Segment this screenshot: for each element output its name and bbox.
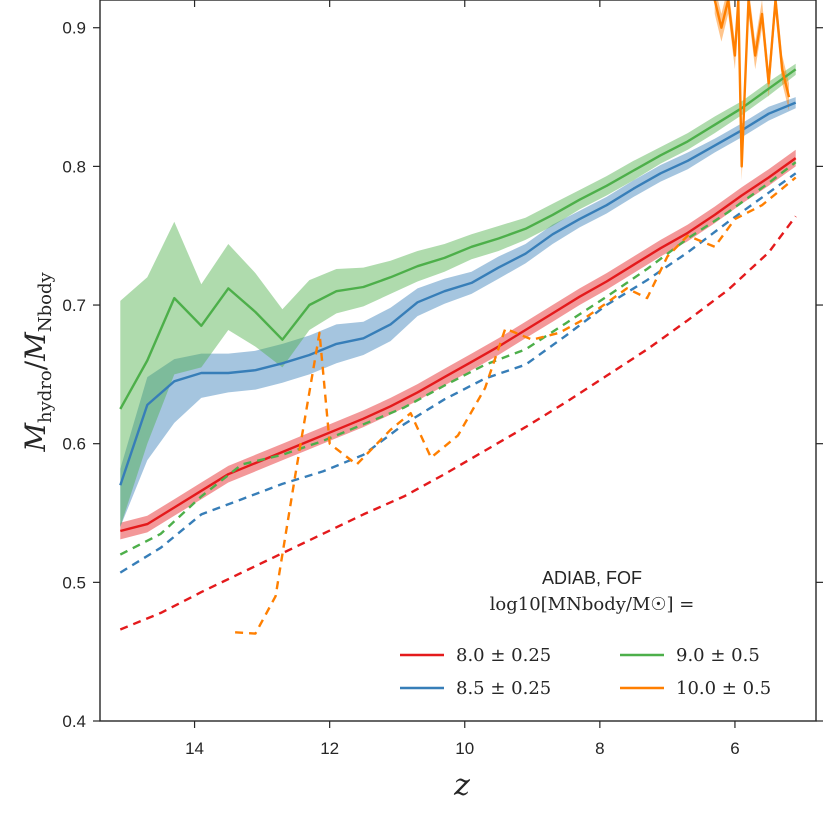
y-tick-label: 0.6: [62, 435, 86, 454]
y-axis-label-slash: /: [19, 360, 52, 370]
series-lines: [119, 0, 797, 635]
line-9-0-0-5-n-body: [119, 161, 797, 556]
x-tick-label: 10: [455, 739, 474, 758]
y-tick-label: 0.7: [62, 296, 86, 315]
y-tick-label: 0.8: [62, 157, 86, 176]
y-tick-label: 0.4: [62, 712, 86, 731]
legend-label10-0-0-5: 10.0 ± 0.5: [676, 678, 771, 699]
axis-ticks: 14 12 10 8 6 0.4 0.5 0.6 0.7 0.8 0.9: [62, 0, 823, 758]
legend-label9-0-0-5: 9.0 ± 0.5: [676, 645, 760, 666]
y-axis-label-main2: M: [19, 331, 52, 362]
band-9-0-0-5-hydro: [120, 63, 796, 527]
y-tick-label: 0.9: [62, 19, 86, 38]
legend-label8-5-0-25: 8.5 ± 0.25: [456, 678, 551, 699]
y-axis-label-main: M: [19, 422, 52, 453]
legend-label8-0-0-25: 8.0 ± 0.25: [456, 645, 551, 666]
line-8-5-0-25-hydro: [119, 101, 797, 486]
y-axis-label: Mhydro/MNbody: [19, 272, 56, 453]
legend-subtitle: log10[MNbody/M☉] =: [490, 594, 695, 615]
plot-background: [100, 0, 816, 721]
line-10-0-0-5-n-body: [235, 176, 797, 635]
line-9-0-0-5-hydro: [119, 68, 797, 410]
band-8-0-0-25-hydro: [120, 149, 796, 540]
line-8-5-0-25-n-body: [119, 172, 797, 574]
svg-text:Mhydro/MNbody: Mhydro/MNbody: [19, 272, 56, 453]
band-8-5-0-25-hydro: [120, 97, 796, 527]
y-axis-label-sub1: hydro: [35, 370, 56, 423]
x-tick-label: 6: [730, 739, 739, 758]
legend-title: ADIAB, FOF: [542, 568, 642, 588]
y-axis-label-sub2: Nbody: [35, 272, 56, 333]
x-axis-label: z: [453, 768, 470, 803]
x-tick-label: 8: [595, 739, 604, 758]
x-tick-label: 12: [320, 739, 339, 758]
x-tick-label: 14: [185, 739, 204, 758]
line-8-0-0-25-n-body: [119, 215, 797, 631]
plot-frame: [99, 0, 817, 722]
y-tick-label: 0.5: [62, 573, 86, 592]
legend: ADIAB, FOF log10[MNbody/M☉] = 8.0 ± 0.25…: [400, 568, 771, 699]
